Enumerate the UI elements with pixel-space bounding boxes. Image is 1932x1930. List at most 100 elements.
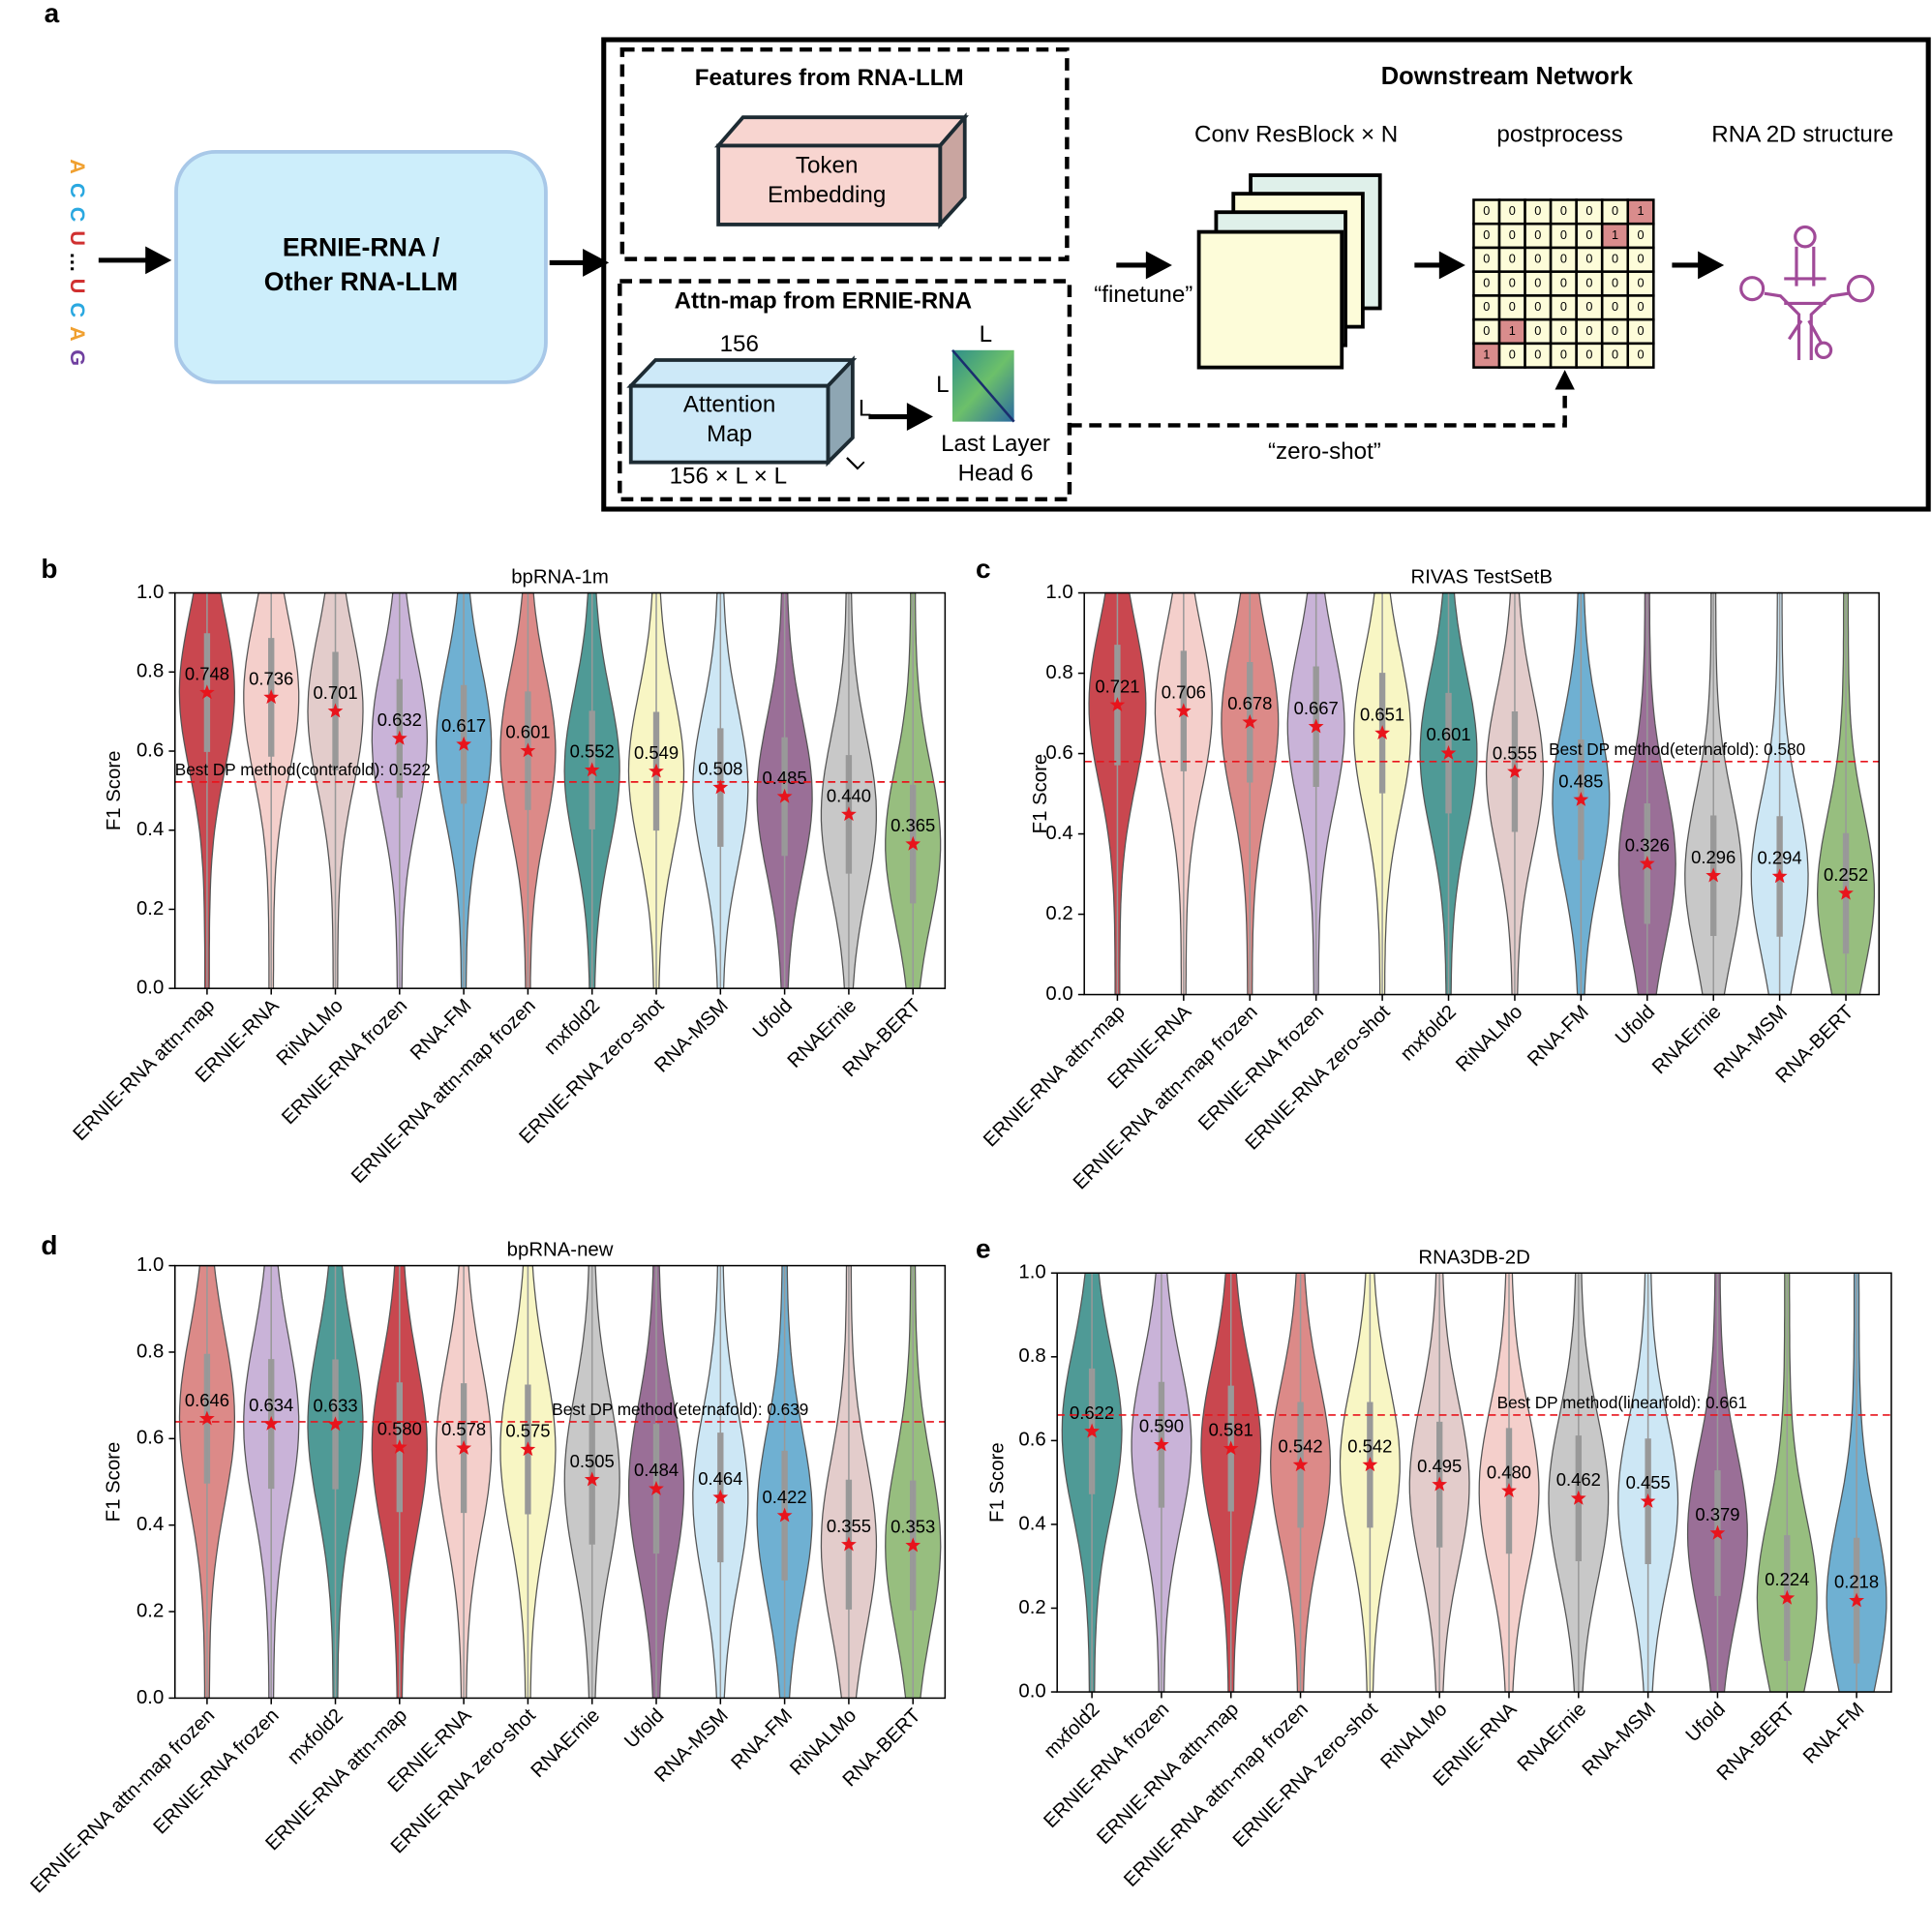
- dim-label: 156: [720, 331, 759, 357]
- box-top: [626, 358, 858, 388]
- sequence-letter: C: [66, 183, 90, 198]
- zero-shot-path: [1069, 386, 1567, 428]
- matrix-value: 0: [1560, 323, 1567, 338]
- value-label: 0.575: [505, 1421, 550, 1441]
- matrix-value: 0: [1534, 203, 1541, 218]
- value-label: 0.365: [891, 815, 935, 835]
- matrix-value: 0: [1483, 323, 1490, 338]
- matrix-value: 0: [1483, 252, 1490, 266]
- matrix-value: 0: [1585, 203, 1592, 218]
- y-tick-label: 0.2: [136, 1600, 164, 1621]
- dim-label: L: [936, 372, 949, 398]
- value-label: 0.601: [505, 722, 550, 742]
- y-tick-label: 1.0: [136, 1254, 164, 1276]
- matrix-value: 0: [1560, 275, 1567, 289]
- mean-star: [649, 763, 664, 778]
- arrows: [98, 246, 1725, 431]
- box-label: Map: [707, 421, 752, 447]
- value-label: 0.601: [1426, 724, 1470, 744]
- mean-star: [841, 1536, 857, 1552]
- x-tick-label: RNA-FM: [1799, 1699, 1869, 1768]
- mean-star: [520, 1441, 536, 1457]
- mean-star: [263, 689, 280, 705]
- value-label: 0.355: [827, 1516, 871, 1536]
- matrix-value: 0: [1534, 252, 1541, 266]
- mean-star: [1779, 1589, 1796, 1605]
- value-label: 0.736: [249, 668, 293, 688]
- dim-label: L: [980, 321, 992, 347]
- mean-star: [199, 684, 215, 700]
- matrix-value: 0: [1585, 323, 1592, 338]
- matrix-value: 1: [1612, 227, 1618, 242]
- y-tick-label: 1.0: [136, 582, 164, 603]
- plot-frame: [173, 591, 947, 989]
- matrix-value: 0: [1612, 275, 1618, 289]
- matrix-value: 0: [1637, 347, 1644, 362]
- matrix-value: 0: [1637, 275, 1644, 289]
- y-axis-label: F1 Score: [104, 1442, 125, 1523]
- y-tick-label: 0.4: [136, 819, 164, 840]
- mean-star: [199, 1410, 215, 1426]
- value-label: 0.555: [1493, 742, 1537, 763]
- y-axis-label: F1 Score: [104, 751, 125, 831]
- x-tick-label: mxfold2: [284, 1704, 347, 1768]
- matrix-value: 0: [1612, 299, 1618, 314]
- chart-title: RNA3DB-2D: [1418, 1247, 1529, 1268]
- y-tick-label: 0.6: [1045, 742, 1072, 764]
- value-label: 0.508: [698, 759, 742, 779]
- layer: [1196, 229, 1344, 370]
- value-label: 0.651: [1360, 704, 1404, 724]
- mean-star: [712, 1489, 729, 1504]
- mean-star: [776, 788, 793, 803]
- heatmap-diagonal: [951, 348, 1015, 423]
- x-tick-label: RNA-FM: [1524, 1002, 1593, 1071]
- value-label: 0.667: [1294, 698, 1339, 718]
- value-label: 0.748: [185, 664, 229, 684]
- reference-label: Best DP method(eternafold): 0.580: [1549, 739, 1805, 759]
- mean-star: [327, 703, 344, 718]
- path-label: “zero-shot”: [1268, 438, 1381, 465]
- matrix-value: 0: [1560, 227, 1567, 242]
- y-tick-label: 0.2: [1045, 903, 1072, 924]
- matrix-value: 0: [1509, 347, 1516, 362]
- mean-star: [1374, 725, 1391, 740]
- y-tick-label: 0.0: [136, 1687, 164, 1708]
- matrix-value: 0: [1534, 299, 1541, 314]
- matrix-value: 0: [1560, 252, 1567, 266]
- y-tick-label: 0.6: [1018, 1430, 1045, 1451]
- sequence-letter: A: [66, 326, 90, 342]
- matrix-cell: [1626, 294, 1655, 321]
- x-tick-label: mxfold2: [540, 995, 604, 1059]
- value-label: 0.480: [1487, 1462, 1531, 1482]
- value-label: 0.646: [185, 1390, 229, 1410]
- value-label: 0.440: [827, 785, 871, 805]
- dim-label: L: [859, 395, 871, 421]
- dim-label: 156 × L × L: [670, 463, 787, 489]
- value-label: 0.353: [891, 1517, 935, 1537]
- matrix-cell: [1472, 342, 1501, 369]
- mean-star: [1362, 1457, 1378, 1472]
- mean-star: [1292, 1457, 1309, 1472]
- matrix-value: 0: [1509, 227, 1516, 242]
- mean-star: [1109, 697, 1126, 712]
- y-axis-label: F1 Score: [1030, 754, 1051, 834]
- matrix-value: 0: [1637, 252, 1644, 266]
- attn-box: [618, 279, 1072, 502]
- matrix-value: 0: [1509, 299, 1516, 314]
- llm-label: ERNIE-RNA /: [283, 232, 440, 261]
- value-label: 0.721: [1095, 676, 1139, 696]
- matrix-value: 0: [1483, 275, 1490, 289]
- x-tick-label: ERNIE-RNA attn-map: [1093, 1699, 1243, 1849]
- sequence-letter: U: [66, 230, 90, 246]
- panel-label: c: [976, 554, 991, 584]
- y-tick-label: 0.2: [136, 898, 164, 920]
- matrix-value: 0: [1637, 299, 1644, 314]
- x-tick-label: mxfold2: [1041, 1699, 1104, 1763]
- y-tick-label: 0.4: [1018, 1513, 1045, 1534]
- step-label: RNA 2D structure: [1711, 122, 1893, 148]
- matrix-cell: [1549, 342, 1578, 369]
- mean-star: [1639, 855, 1655, 870]
- value-label: 0.633: [313, 1396, 357, 1416]
- mean-star: [327, 1416, 344, 1432]
